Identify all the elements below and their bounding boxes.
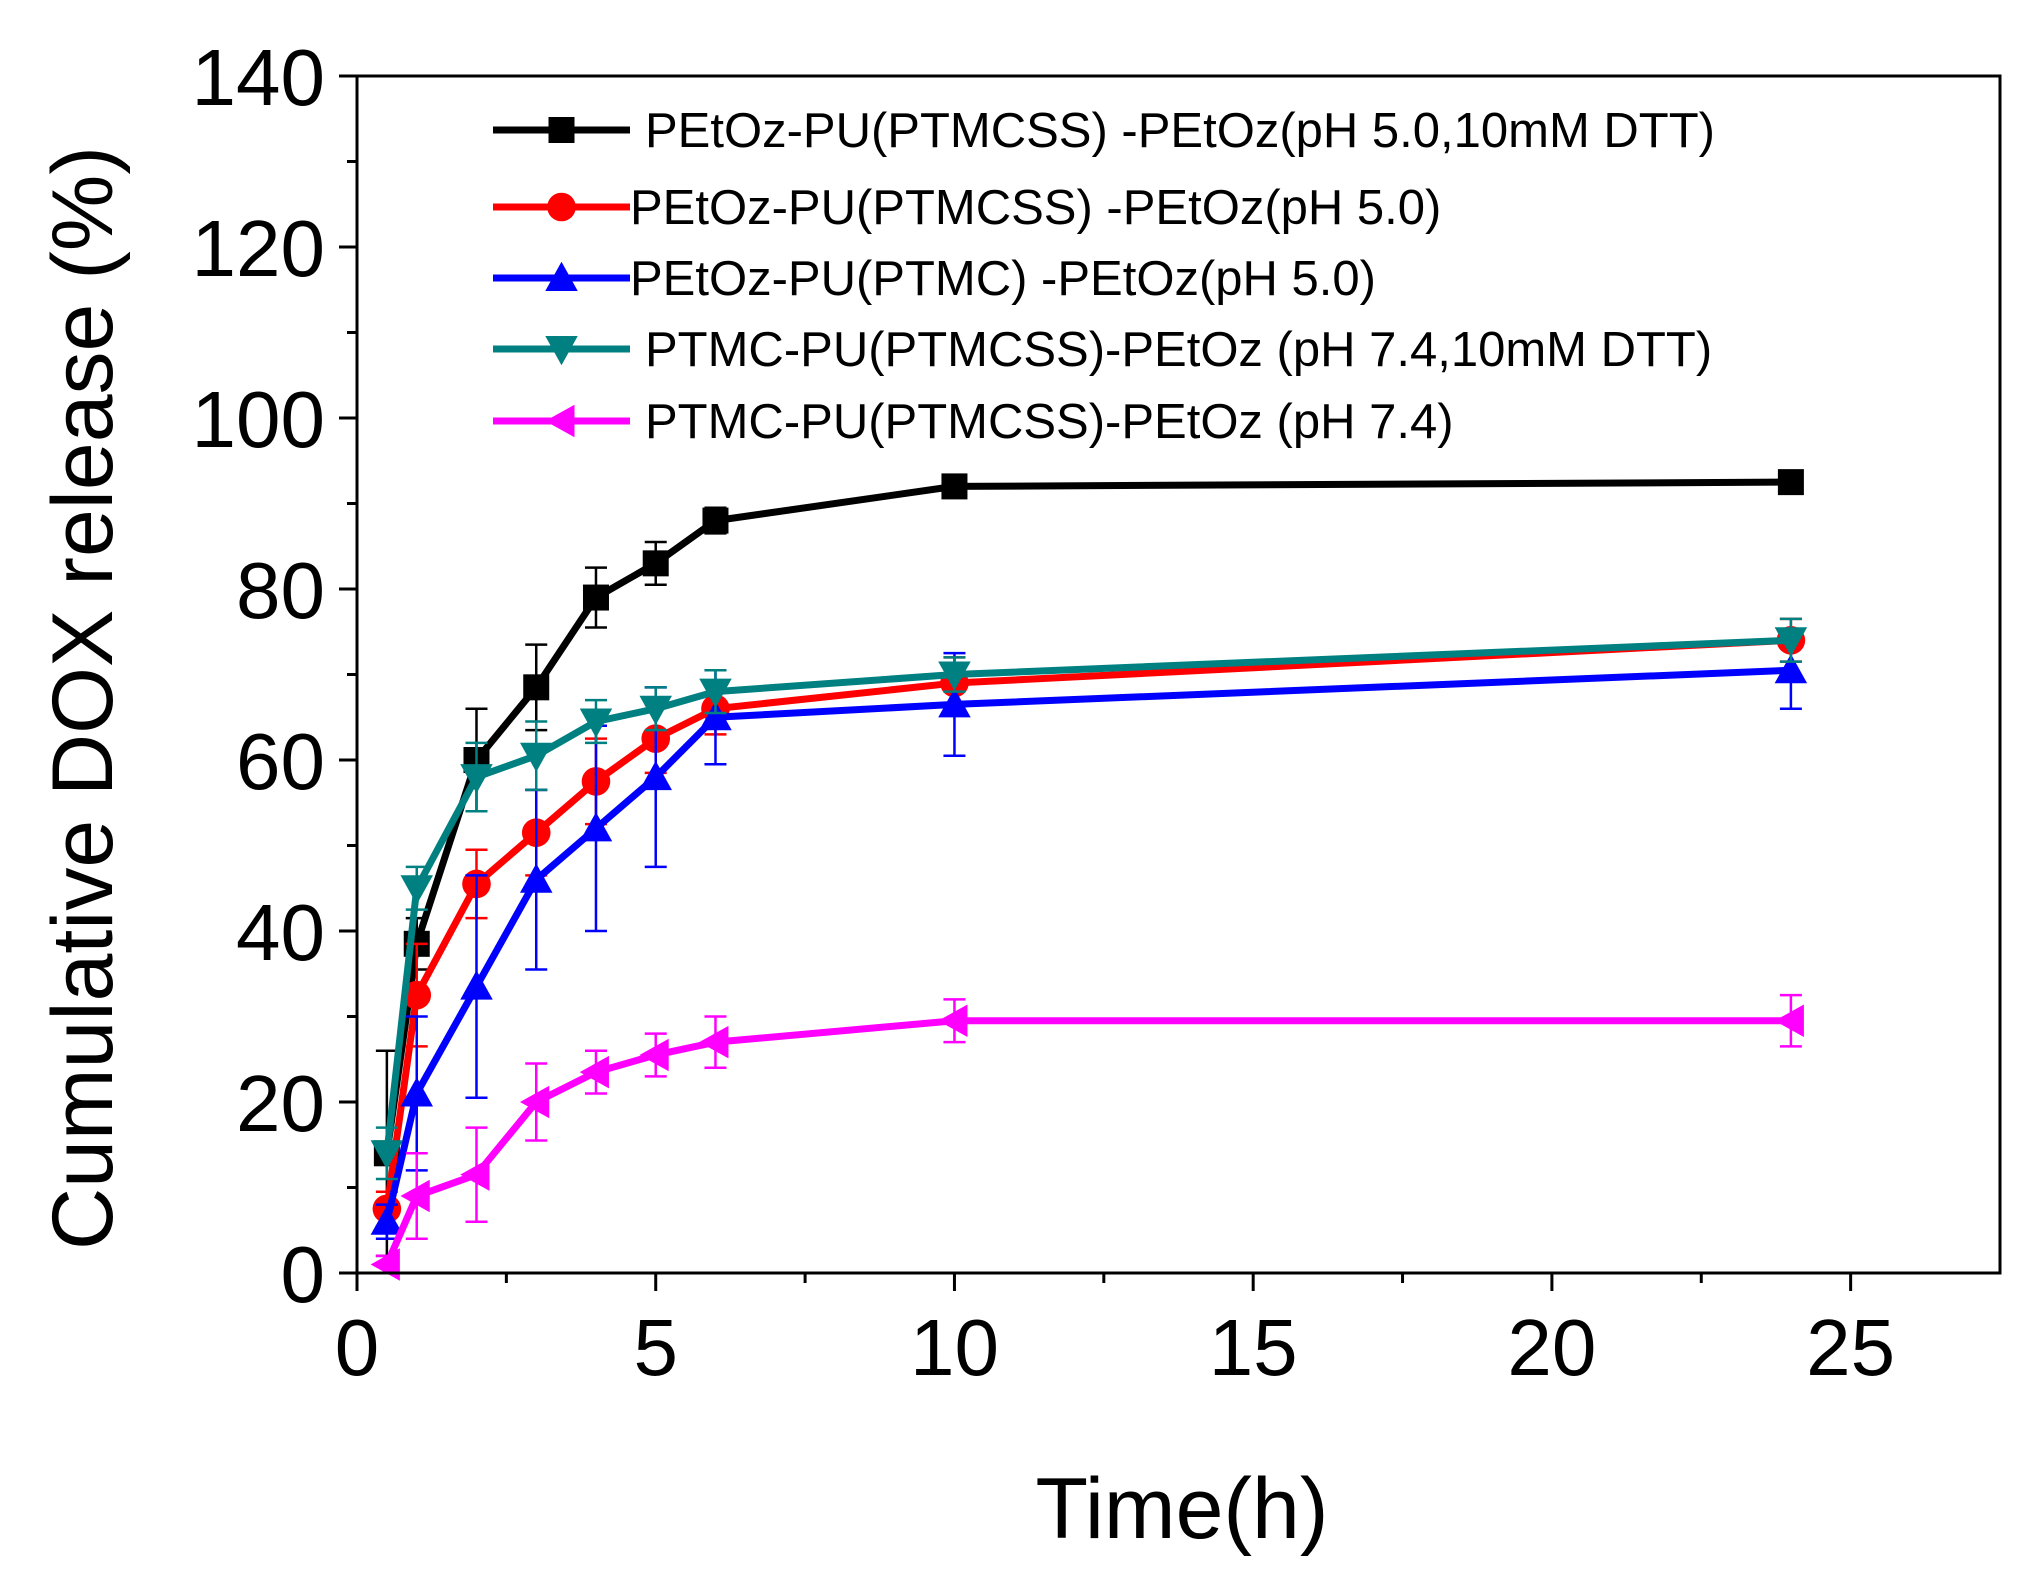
legend-marker [545,336,578,366]
data-point [1777,469,1804,496]
data-point [370,1205,404,1235]
data-point [402,980,432,1010]
legend-item-2: PEtOz-PU(PTMCSS) -PEtOz(pH 5.0) [493,181,1441,235]
data-point [639,695,672,725]
legend-item-1: PEtOz-PU(PTMCSS) -PEtOz(pH 5.0,10mM DTT) [493,104,1715,158]
data-point [579,708,613,738]
legend-marker [548,117,575,143]
data-point [938,661,971,691]
series-line [383,1017,1791,1266]
data-point [702,507,729,534]
data-point [1774,653,1808,684]
x-tick-label: 15 [1209,1303,1298,1392]
data-point [938,1004,968,1038]
data-point [941,473,968,500]
data-point [699,701,732,731]
data-point [639,1038,669,1072]
data-point [370,1248,400,1281]
y-tick-label: 0 [281,1230,326,1319]
legend-marker [545,261,578,291]
y-tick-label: 80 [236,546,325,635]
data-point [400,875,433,905]
y-tick-label: 140 [192,33,325,122]
legend-marker [545,404,575,438]
data-point [699,1025,729,1059]
x-tick-label: 10 [910,1303,999,1392]
data-point [699,678,732,708]
series-5 [370,993,1804,1281]
x-tick-label: 0 [335,1303,380,1392]
legend-marker [547,192,576,222]
axes: Time(h) Cumulative DOX release (%) 0 5 10 1… [35,33,2002,1557]
legend-label: PTMC-PU(PTMCSS)-PEtOz (pH 7.4) [645,395,1454,449]
x-tick-label: 20 [1507,1303,1596,1392]
y-axis-title: Cumulative DOX release (%) [35,146,131,1250]
legend-item-5: PTMC-PU(PTMCSS)-PEtOz (pH 7.4) [493,395,1454,449]
y-tick-label: 60 [236,717,325,806]
data-point [938,688,971,718]
data-point [519,742,553,772]
data-point [642,550,669,577]
plot-area [370,469,1808,1281]
data-point [400,1179,430,1213]
data-point [1774,627,1808,657]
legend-label: PEtOz-PU(PTMCSS) -PEtOz(pH 5.0) [630,181,1441,235]
data-point [460,764,493,794]
series-line [383,666,1792,1223]
legend-label: PEtOz-PU(PTMC) -PEtOz(pH 5.0) [630,252,1376,306]
data-point [400,1077,433,1107]
data-point [582,584,609,611]
y-tick-label: 20 [236,1059,325,1148]
legend-label: PTMC-PU(PTMCSS)-PEtOz (pH 7.4,10mM DTT) [645,323,1712,377]
data-point [579,812,613,842]
data-point [639,760,672,791]
y-tick-label: 100 [192,375,325,464]
data-point [460,1158,490,1191]
legend-item-4: PTMC-PU(PTMCSS)-PEtOz (pH 7.4,10mM DTT) [493,323,1712,377]
data-point [523,674,550,701]
data-point [579,1055,609,1089]
legend-label: PEtOz-PU(PTMCSS) -PEtOz(pH 5.0,10mM DTT) [645,104,1715,158]
data-point [519,863,553,893]
x-tick-label: 5 [633,1303,678,1392]
x-axis-title: Time(h) [1035,1461,1328,1557]
data-point [460,970,493,1000]
series-1 [373,469,1804,1258]
series-3 [370,630,1808,1241]
series-4 [370,617,1808,1181]
data-point [370,1140,404,1170]
y-tick-label: 120 [192,204,325,293]
legend: PEtOz-PU(PTMCSS) -PEtOz(pH 5.0,10mM DTT)… [493,104,1715,449]
legend-item-3: PEtOz-PU(PTMC) -PEtOz(pH 5.0) [493,252,1376,306]
x-tick-label: 25 [1806,1303,1895,1392]
y-tick-label: 40 [236,888,325,977]
data-point [1774,1004,1804,1038]
data-point [519,1085,550,1119]
